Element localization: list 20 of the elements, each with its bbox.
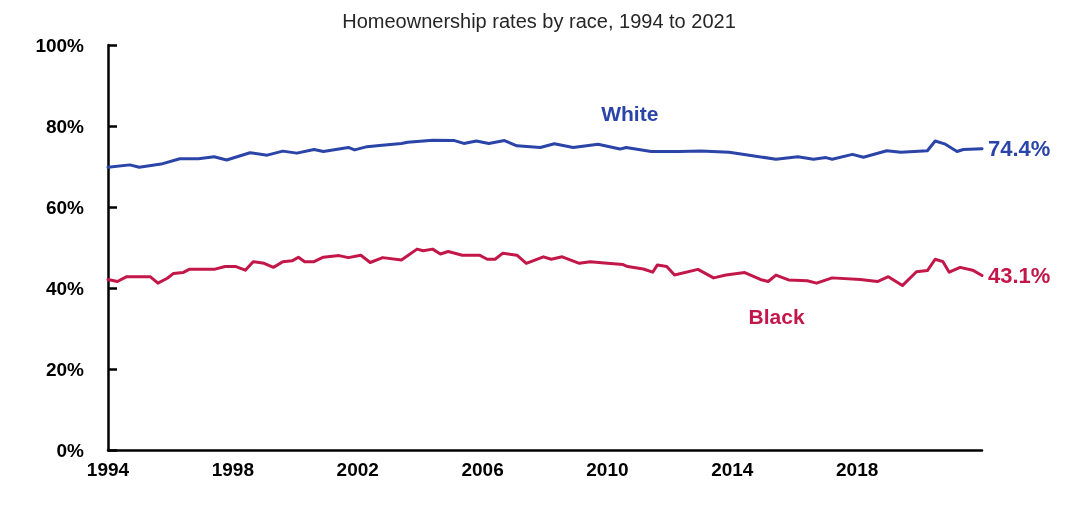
y-tick-label: 40% xyxy=(45,277,85,299)
y-tick-label: 80% xyxy=(45,115,85,137)
x-tick-label: 2006 xyxy=(461,459,504,480)
y-tick-label: 100% xyxy=(35,34,85,56)
line-series xyxy=(106,247,984,288)
y-tick-label: 20% xyxy=(45,358,85,380)
line-series xyxy=(106,138,984,169)
x-tick-label: 2010 xyxy=(586,459,629,480)
x-tick-label: 2002 xyxy=(336,459,379,480)
x-tick-label: 2018 xyxy=(836,459,879,480)
data-label: 43.1% xyxy=(988,262,1051,288)
series-label: Black xyxy=(748,304,805,328)
x-tick-label: 1998 xyxy=(211,459,254,480)
x-tick-label: 2014 xyxy=(711,459,754,480)
y-tick-label: 60% xyxy=(45,196,85,218)
y-tick-label: 0% xyxy=(56,439,85,461)
x-tick-label: 1994 xyxy=(86,459,130,480)
series-label: White xyxy=(601,101,659,125)
data-label: 74.4% xyxy=(988,136,1051,162)
chart-title: Homeownership rates by race, 1994 to 2021 xyxy=(342,10,736,32)
